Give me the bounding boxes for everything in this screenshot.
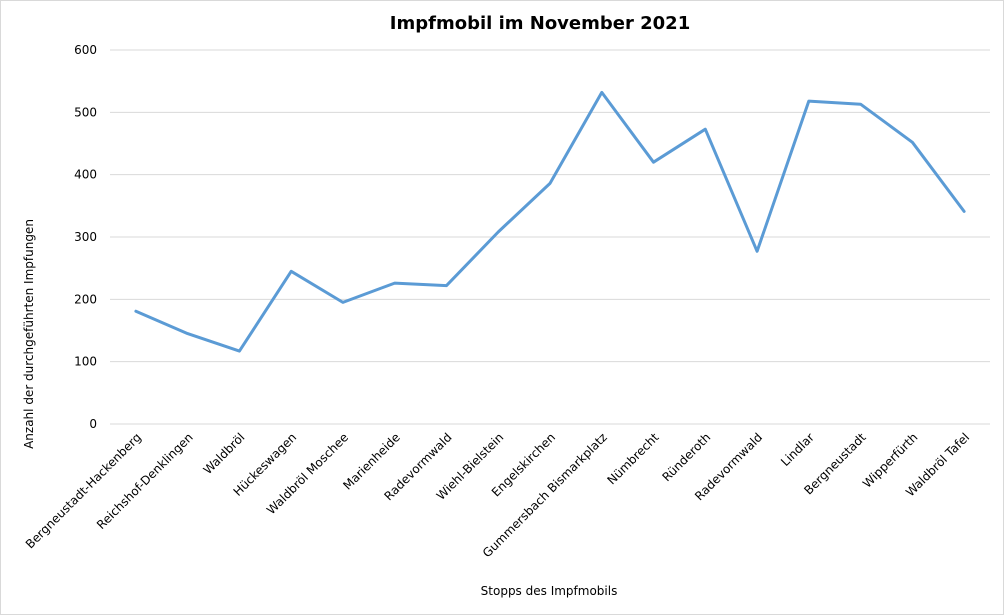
series-line xyxy=(134,90,966,353)
x-tick-label: Reichshof-Denklingen xyxy=(94,430,196,532)
y-tick-label: 100 xyxy=(74,355,97,369)
x-tick-label: Nümbrecht xyxy=(604,430,661,487)
y-tick-label: 0 xyxy=(89,417,97,431)
y-tick-label: 500 xyxy=(74,105,97,119)
y-tick-label: 600 xyxy=(74,43,97,57)
x-tick-labels: Bergneustadt-HackenbergReichshof-Denklin… xyxy=(23,430,972,560)
y-tick-label: 400 xyxy=(74,168,97,182)
y-tick-label: 300 xyxy=(74,230,97,244)
y-tick-labels: 0 100 200 300 400 500 600 xyxy=(74,43,97,431)
x-tick-label: Ründeroth xyxy=(659,430,713,484)
x-tick-label: Lindlar xyxy=(778,430,817,469)
gridlines xyxy=(110,49,990,425)
chart-title: Impfmobil im November 2021 xyxy=(390,13,690,34)
x-tick-label: Waldbröl xyxy=(201,430,248,477)
x-axis-label: Stopps des Impfmobils xyxy=(481,584,618,598)
y-tick-label: 200 xyxy=(74,292,97,306)
y-axis-label: Anzahl der durchgeführten Impfungen xyxy=(22,219,36,449)
